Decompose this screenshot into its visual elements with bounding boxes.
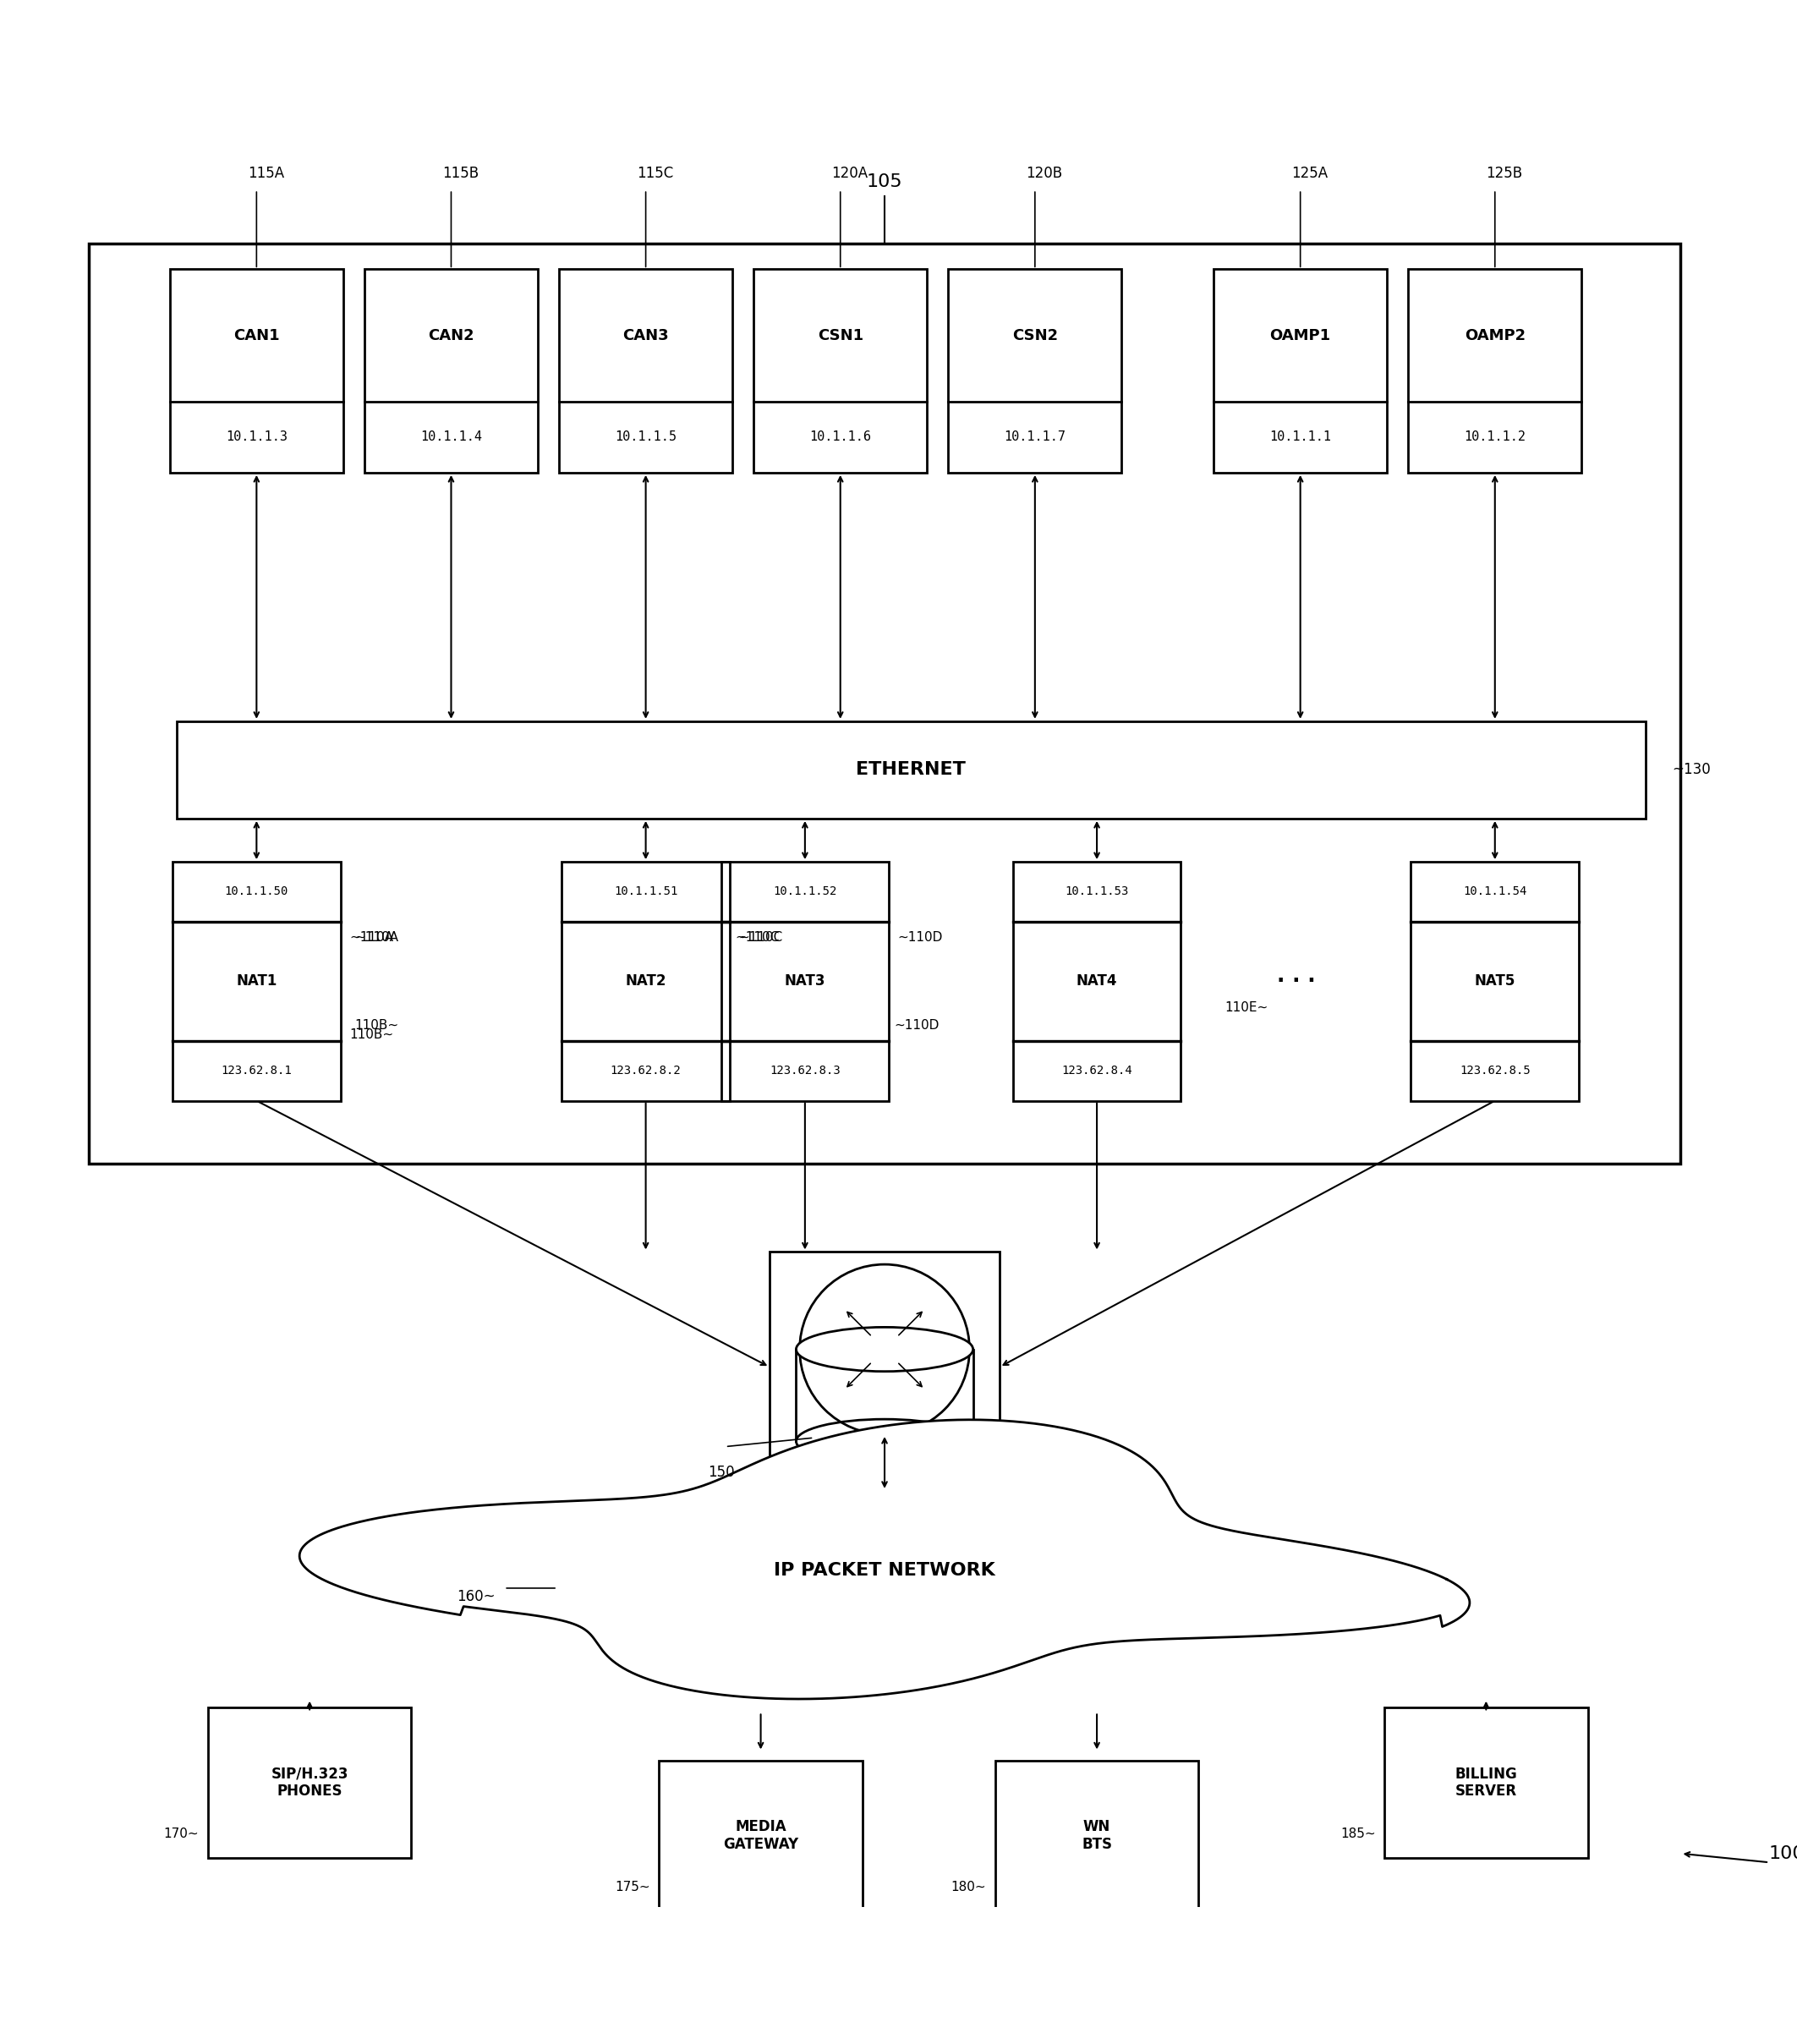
- Text: 10.1.1.6: 10.1.1.6: [809, 431, 872, 444]
- Text: ETHERNET: ETHERNET: [855, 762, 967, 779]
- Text: 10.1.1.53: 10.1.1.53: [1066, 885, 1129, 897]
- Bar: [208, 1707, 412, 1858]
- Text: 105: 105: [866, 174, 902, 190]
- Text: OAMP1: OAMP1: [1270, 327, 1332, 343]
- Bar: [769, 1253, 999, 1482]
- Bar: [176, 722, 1646, 818]
- Text: 125A: 125A: [1292, 166, 1328, 180]
- Ellipse shape: [796, 1327, 972, 1372]
- Text: 150: 150: [708, 1464, 735, 1480]
- Text: · · ·: · · ·: [1276, 971, 1315, 991]
- Text: 10.1.1.51: 10.1.1.51: [615, 885, 677, 897]
- Text: 123.62.8.3: 123.62.8.3: [769, 1065, 841, 1077]
- Text: NAT1: NAT1: [235, 973, 277, 989]
- Bar: [753, 270, 927, 472]
- Text: ~110C: ~110C: [739, 930, 783, 944]
- Text: ~110A: ~110A: [354, 930, 399, 944]
- Text: 10.1.1.3: 10.1.1.3: [226, 431, 288, 444]
- Text: ~110D: ~110D: [898, 930, 943, 944]
- Text: IP PACKET NETWORK: IP PACKET NETWORK: [775, 1562, 996, 1578]
- Text: 160~: 160~: [456, 1590, 496, 1605]
- Text: 110B~: 110B~: [349, 1028, 394, 1040]
- Text: 170~: 170~: [164, 1827, 199, 1840]
- Text: ~110A: ~110A: [349, 930, 394, 944]
- Text: 10.1.1.1: 10.1.1.1: [1269, 431, 1332, 444]
- Text: NAT3: NAT3: [785, 973, 825, 989]
- Text: CSN2: CSN2: [1012, 327, 1058, 343]
- Text: NAT2: NAT2: [625, 973, 667, 989]
- Text: 115C: 115C: [636, 166, 674, 180]
- Text: 10.1.1.4: 10.1.1.4: [420, 431, 482, 444]
- Text: 10.1.1.5: 10.1.1.5: [615, 431, 677, 444]
- Text: 110B~: 110B~: [354, 1020, 399, 1032]
- Text: 10.1.1.52: 10.1.1.52: [773, 885, 837, 897]
- Text: 110E~: 110E~: [1226, 1002, 1269, 1014]
- Text: 175~: 175~: [615, 1880, 651, 1893]
- Bar: [1213, 270, 1387, 472]
- Text: 180~: 180~: [951, 1880, 987, 1893]
- Text: 120B: 120B: [1026, 166, 1062, 180]
- Text: CSN1: CSN1: [818, 327, 863, 343]
- Bar: [173, 863, 341, 1102]
- Text: ~130: ~130: [1671, 762, 1711, 777]
- Text: NAT4: NAT4: [1076, 973, 1118, 989]
- Text: ~110D: ~110D: [895, 1020, 940, 1032]
- Text: 123.62.8.1: 123.62.8.1: [221, 1065, 291, 1077]
- Bar: [721, 863, 890, 1102]
- Bar: [1014, 863, 1181, 1102]
- Bar: [1384, 1707, 1589, 1858]
- Text: 100: 100: [1768, 1846, 1797, 1862]
- Text: BILLING
SERVER: BILLING SERVER: [1456, 1766, 1517, 1799]
- Text: 10.1.1.2: 10.1.1.2: [1465, 431, 1526, 444]
- Bar: [949, 270, 1121, 472]
- Text: ~110C: ~110C: [735, 930, 780, 944]
- Bar: [559, 270, 733, 472]
- Text: CAN2: CAN2: [428, 327, 474, 343]
- Bar: [88, 243, 1680, 1163]
- Text: 185~: 185~: [1341, 1827, 1375, 1840]
- Text: 125B: 125B: [1486, 166, 1522, 180]
- Text: WN
BTS: WN BTS: [1082, 1819, 1112, 1852]
- Text: 10.1.1.54: 10.1.1.54: [1463, 885, 1527, 897]
- Text: 123.62.8.5: 123.62.8.5: [1459, 1065, 1531, 1077]
- Bar: [562, 863, 730, 1102]
- Bar: [1409, 270, 1581, 472]
- Polygon shape: [300, 1421, 1470, 1699]
- Text: SIP/H.323
PHONES: SIP/H.323 PHONES: [271, 1766, 349, 1799]
- Text: 10.1.1.7: 10.1.1.7: [1005, 431, 1066, 444]
- Text: 115B: 115B: [442, 166, 478, 180]
- Text: 120A: 120A: [832, 166, 868, 180]
- Text: 10.1.1.50: 10.1.1.50: [225, 885, 288, 897]
- Bar: [1411, 863, 1580, 1102]
- Text: MEDIA
GATEWAY: MEDIA GATEWAY: [722, 1819, 798, 1852]
- Text: OAMP2: OAMP2: [1465, 327, 1526, 343]
- Text: 115A: 115A: [248, 166, 284, 180]
- Bar: [171, 270, 343, 472]
- Text: CAN3: CAN3: [622, 327, 668, 343]
- Text: 123.62.8.4: 123.62.8.4: [1062, 1065, 1132, 1077]
- Bar: [996, 1760, 1199, 1911]
- Text: CAN1: CAN1: [234, 327, 280, 343]
- Text: NAT5: NAT5: [1475, 973, 1515, 989]
- Bar: [365, 270, 537, 472]
- Bar: [659, 1760, 863, 1911]
- Text: 123.62.8.2: 123.62.8.2: [611, 1065, 681, 1077]
